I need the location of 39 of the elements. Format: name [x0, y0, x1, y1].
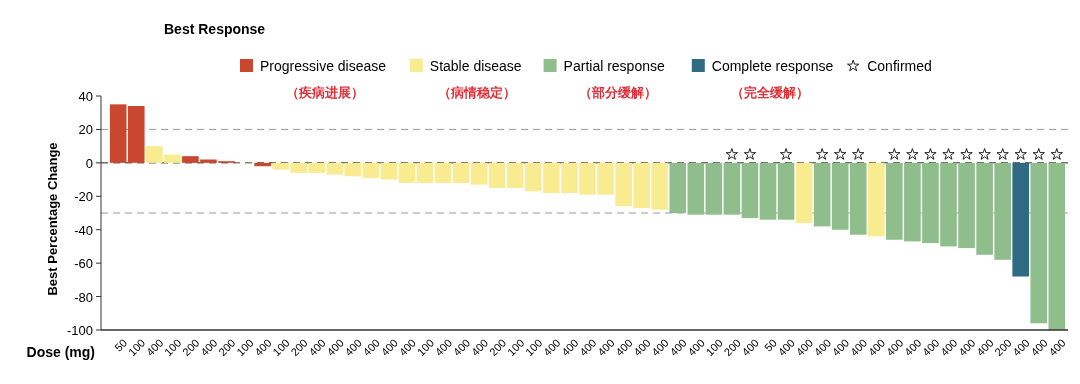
bar	[741, 162, 759, 219]
bar	[723, 162, 741, 215]
y-tick-label: -80	[74, 289, 93, 305]
bar	[777, 162, 795, 220]
bar	[254, 162, 271, 167]
legend-label: Stable disease	[429, 58, 522, 74]
bar	[705, 162, 723, 215]
y-axis-title: Best Percentage Change	[45, 142, 60, 296]
bar	[1012, 162, 1029, 277]
bar	[416, 162, 434, 183]
x-tick-label: 50	[112, 336, 130, 354]
bar	[326, 162, 344, 175]
legend-label: Progressive disease	[260, 58, 387, 74]
y-tick-label: 40	[78, 89, 93, 104]
annotation: （完全缓解）	[730, 85, 809, 100]
bar	[380, 162, 398, 180]
legend-label: Partial response	[563, 58, 665, 74]
bar	[759, 162, 777, 220]
annotation: （疾病进展）	[285, 85, 364, 100]
annotation: （病情稳定）	[438, 85, 517, 100]
chart-title: Best Response	[164, 21, 266, 37]
y-tick-label: 20	[78, 122, 93, 138]
bar	[452, 162, 470, 183]
y-tick-label: -60	[74, 256, 93, 272]
bar	[795, 162, 813, 224]
x-axis-title: Dose (mg)	[26, 344, 95, 360]
bar	[398, 162, 416, 183]
y-tick-label: -100	[66, 323, 93, 338]
bar	[362, 162, 380, 178]
y-tick-label: 0	[85, 155, 93, 171]
bar	[813, 162, 831, 227]
bar	[867, 162, 885, 237]
annotation: （部分缓解）	[579, 85, 657, 100]
bar	[344, 162, 362, 177]
legend-label: Confirmed	[867, 58, 932, 74]
bar	[434, 162, 452, 183]
legend-label: Complete response	[711, 58, 834, 74]
y-tick-label: -40	[74, 222, 93, 238]
y-tick-label: -20	[74, 189, 93, 205]
